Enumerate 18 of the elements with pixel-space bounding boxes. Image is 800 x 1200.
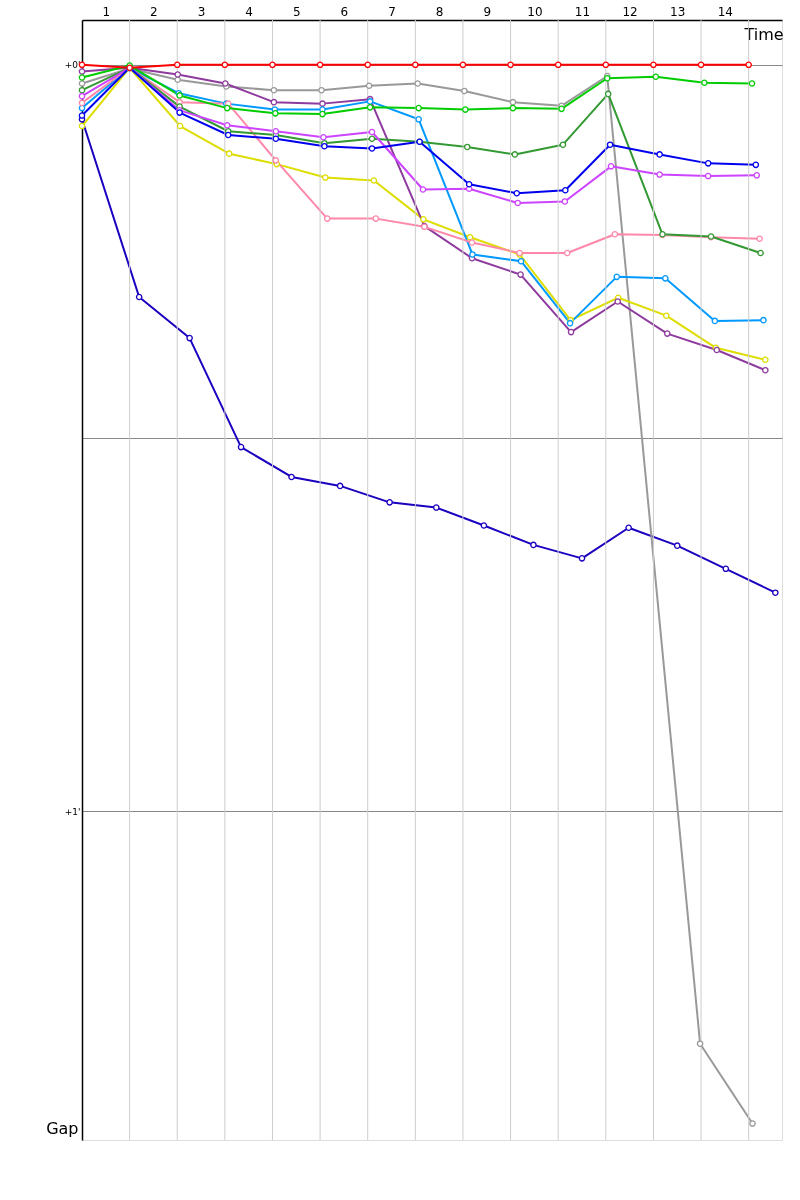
x-tick-label: 14 [717,4,733,19]
x-tick-label: 2 [150,4,158,19]
x-tick-label: 12 [622,4,638,19]
y-tick-label: +1' [64,806,81,817]
x-tick-label: 5 [292,4,301,19]
x-axis-title: Time [743,24,784,44]
x-tick-label: 7 [388,4,396,19]
x-tick-label: 10 [527,4,543,19]
y-tick-label: +0' [64,60,81,71]
x-tick-label: 13 [670,4,686,19]
x-tick-label: 1 [102,4,111,19]
x-tick-label: 3 [197,4,206,19]
x-tick-label: 11 [574,4,591,19]
x-tick-label: 9 [483,4,492,19]
x-tick-label: 4 [245,4,253,19]
x-tick-label: 6 [340,4,349,19]
x-tick-label: 8 [435,4,444,19]
y-axis-title: Gap [46,1118,79,1138]
